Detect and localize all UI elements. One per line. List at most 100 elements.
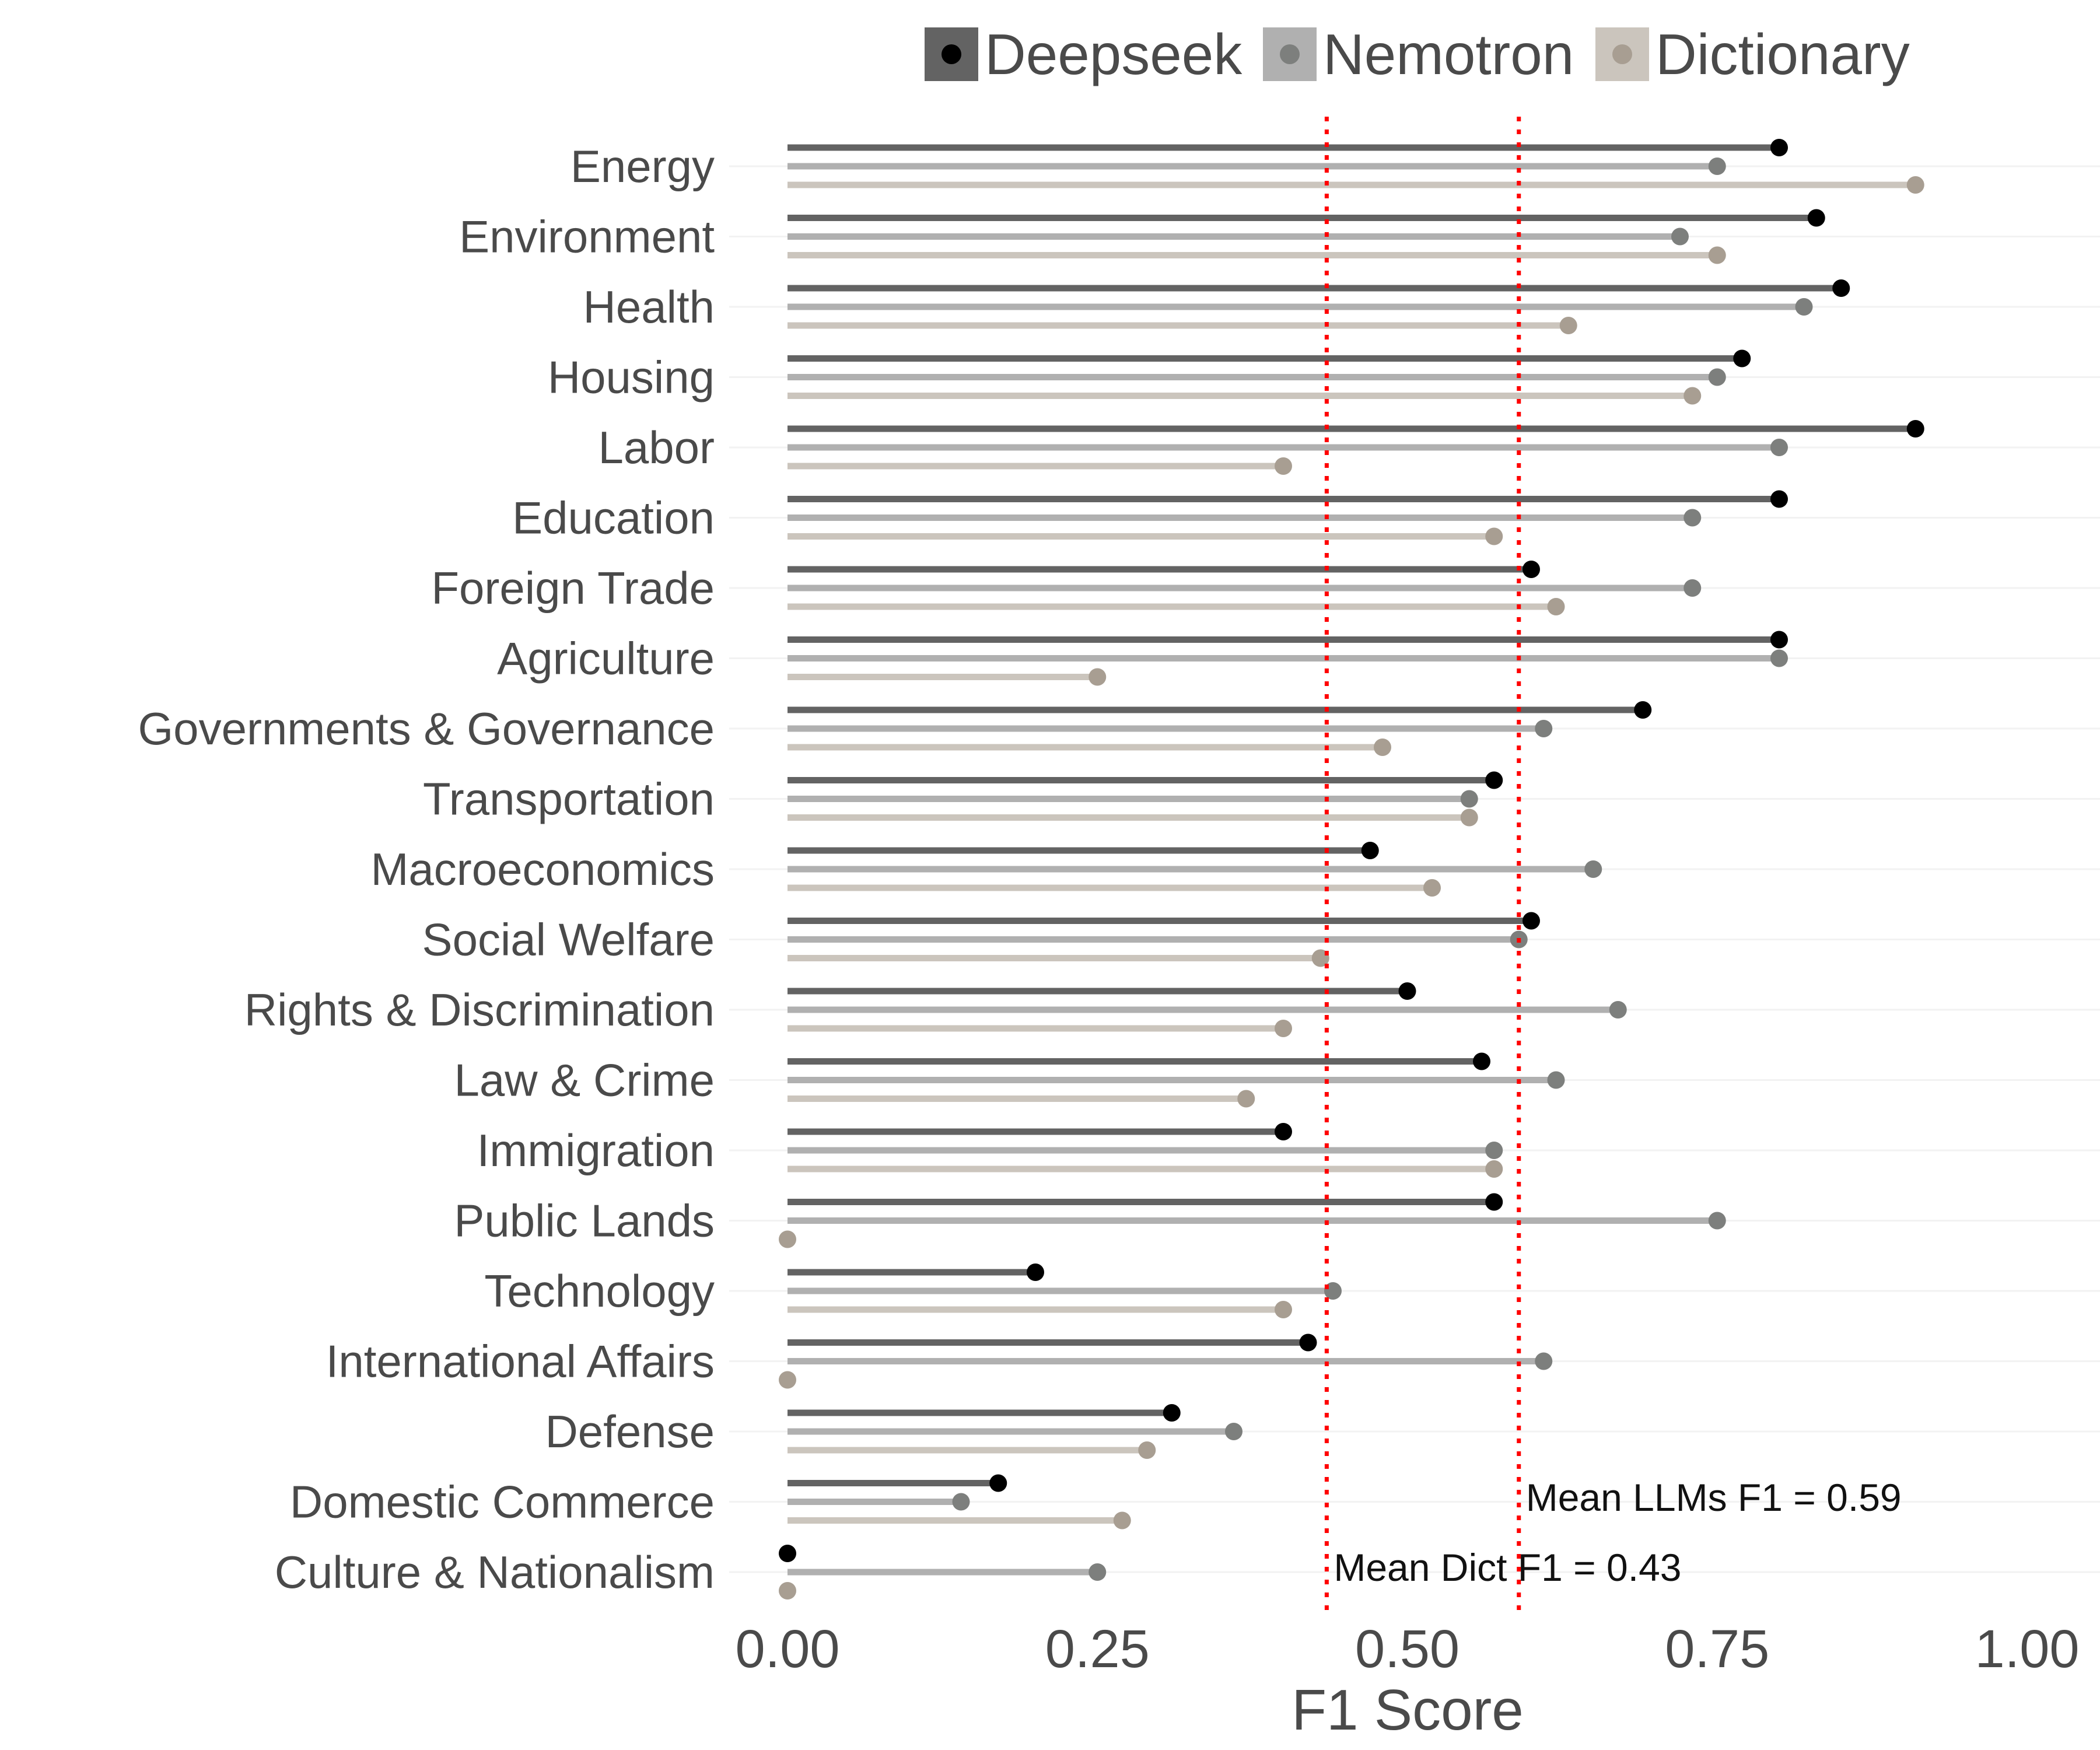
dictionary-point-energy: [1906, 176, 1924, 194]
deepseek-point-housing: [1733, 349, 1751, 368]
reference-lines: Mean LLMs F1 = 0.59 Mean Dict F1 = 0.43: [1324, 117, 1902, 1616]
deepseek-point-governments-and-governance: [1634, 701, 1652, 719]
dictionary-point-environment: [1708, 246, 1726, 264]
dictionary-point-macroeconomics: [1423, 879, 1441, 897]
reference-label-dict-mean: Mean Dict F1 = 0.43: [1334, 1546, 1681, 1589]
legend-point-nemotron: [1280, 44, 1300, 64]
nemotron-point-transportation: [1460, 790, 1478, 808]
deepseek-point-international-affairs: [1299, 1334, 1317, 1352]
legend-label-nemotron: Nemotron: [1323, 22, 1574, 86]
dictionary-point-culture-and-nationalism: [779, 1582, 796, 1600]
category-label-transportation: Transportation: [423, 774, 715, 825]
category-label-social-welfare: Social Welfare: [422, 914, 715, 965]
category-label-foreign-trade: Foreign Trade: [431, 562, 715, 614]
category-label-governments-and-governance: Governments & Governance: [138, 703, 715, 754]
x-tick-label-1-00: 1.00: [1975, 1619, 2079, 1679]
dictionary-point-labor: [1275, 457, 1292, 475]
category-label-labor: Labor: [598, 422, 715, 473]
category-label-health: Health: [583, 281, 715, 332]
nemotron-point-labor: [1770, 439, 1788, 456]
dictionary-point-foreign-trade: [1547, 598, 1565, 615]
category-label-international-affairs: International Affairs: [326, 1336, 715, 1387]
dictionary-point-defense: [1138, 1441, 1156, 1459]
category-label-housing: Housing: [548, 352, 715, 403]
deepseek-point-technology: [1027, 1264, 1044, 1281]
category-label-environment: Environment: [459, 211, 715, 262]
category-labels: Energy Environment Health Housing Labor Educa…: [138, 141, 715, 1598]
nemotron-point-environment: [1671, 228, 1689, 246]
deepseek-point-immigration: [1275, 1123, 1292, 1140]
category-label-technology: Technology: [484, 1265, 715, 1317]
nemotron-point-international-affairs: [1535, 1352, 1553, 1370]
nemotron-point-immigration: [1485, 1142, 1503, 1159]
nemotron-point-public-lands: [1708, 1212, 1726, 1230]
deepseek-point-social-welfare: [1522, 912, 1540, 930]
nemotron-point-rights-and-discrimination: [1609, 1001, 1627, 1019]
category-label-rights-and-discrimination: Rights & Discrimination: [244, 984, 715, 1035]
nemotron-point-foreign-trade: [1684, 579, 1702, 597]
nemotron-point-domestic-commerce: [952, 1493, 970, 1511]
nemotron-point-education: [1684, 509, 1702, 527]
deepseek-point-education: [1770, 490, 1788, 508]
dictionary-point-education: [1485, 527, 1503, 545]
legend-item-nemotron: Nemotron: [1263, 22, 1574, 86]
reference-label-llm-mean: Mean LLMs F1 = 0.59: [1526, 1476, 1902, 1519]
deepseek-point-domestic-commerce: [989, 1474, 1007, 1492]
dictionary-point-public-lands: [779, 1230, 796, 1248]
deepseek-point-energy: [1770, 139, 1788, 156]
legend-item-deepseek: Deepseek: [925, 22, 1242, 86]
dictionary-point-international-affairs: [779, 1371, 796, 1389]
deepseek-point-health: [1832, 279, 1850, 297]
category-label-culture-and-nationalism: Culture & Nationalism: [275, 1546, 715, 1598]
dictionary-point-rights-and-discrimination: [1275, 1020, 1292, 1037]
deepseek-point-labor: [1906, 420, 1924, 438]
deepseek-point-defense: [1163, 1404, 1181, 1422]
category-label-law-and-crime: Law & Crime: [454, 1055, 715, 1106]
dictionary-point-technology: [1275, 1301, 1292, 1318]
dictionary-point-housing: [1684, 387, 1702, 405]
dictionary-point-law-and-crime: [1237, 1090, 1255, 1108]
category-label-energy: Energy: [570, 141, 715, 192]
dictionary-point-immigration: [1485, 1160, 1503, 1178]
category-label-domestic-commerce: Domestic Commerce: [290, 1476, 715, 1528]
x-tick-label-0-50: 0.50: [1355, 1619, 1460, 1679]
deepseek-point-rights-and-discrimination: [1398, 982, 1416, 1000]
nemotron-point-law-and-crime: [1547, 1071, 1565, 1089]
category-label-public-lands: Public Lands: [454, 1195, 715, 1247]
x-axis-ticks: 0.00 0.25 0.50 0.75 1.00: [735, 1619, 2079, 1679]
category-label-immigration: Immigration: [477, 1125, 715, 1176]
x-tick-label-0-25: 0.25: [1045, 1619, 1150, 1679]
legend: Deepseek Nemotron Dictionary: [925, 22, 1910, 86]
dictionary-point-governments-and-governance: [1374, 738, 1391, 756]
nemotron-point-governments-and-governance: [1535, 720, 1553, 737]
nemotron-point-housing: [1708, 368, 1726, 386]
legend-label-dictionary: Dictionary: [1656, 22, 1910, 86]
deepseek-point-agriculture: [1770, 631, 1788, 649]
nemotron-point-defense: [1225, 1423, 1242, 1440]
legend-item-dictionary: Dictionary: [1595, 22, 1910, 86]
x-tick-label-0-00: 0.00: [735, 1619, 839, 1679]
x-tick-label-0-75: 0.75: [1665, 1619, 1769, 1679]
nemotron-point-energy: [1708, 158, 1726, 175]
dictionary-point-health: [1559, 317, 1577, 334]
deepseek-point-macroeconomics: [1361, 842, 1379, 859]
deepseek-point-foreign-trade: [1522, 561, 1540, 578]
dictionary-point-domestic-commerce: [1113, 1511, 1131, 1530]
dictionary-point-transportation: [1460, 808, 1478, 827]
legend-point-deepseek: [942, 44, 961, 64]
legend-point-dictionary: [1612, 44, 1632, 64]
series-layer: [779, 139, 1924, 1600]
dictionary-point-agriculture: [1088, 668, 1107, 686]
category-label-education: Education: [512, 492, 715, 544]
category-label-macroeconomics: Macroeconomics: [370, 844, 715, 895]
category-label-defense: Defense: [545, 1406, 715, 1457]
nemotron-point-health: [1795, 298, 1813, 316]
category-label-agriculture: Agriculture: [497, 633, 715, 684]
deepseek-point-culture-and-nationalism: [779, 1545, 796, 1562]
nemotron-point-agriculture: [1770, 649, 1788, 667]
nemotron-point-culture-and-nationalism: [1088, 1563, 1107, 1581]
deepseek-point-environment: [1807, 209, 1825, 227]
legend-label-deepseek: Deepseek: [985, 22, 1242, 86]
deepseek-point-public-lands: [1485, 1193, 1503, 1211]
